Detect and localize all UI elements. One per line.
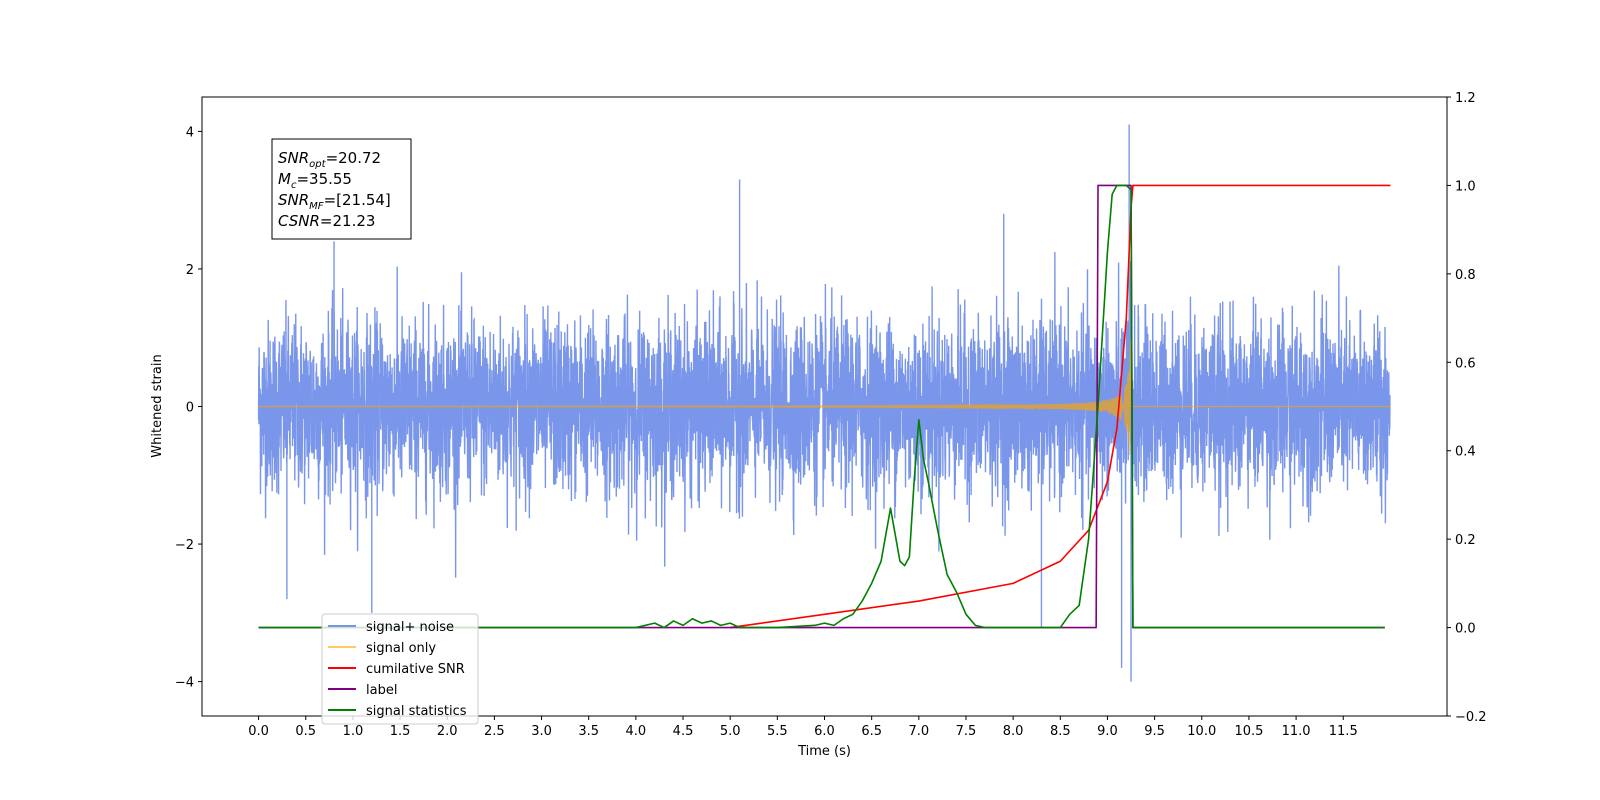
x-tick-label: 11.5 bbox=[1329, 724, 1358, 739]
y-right-tick-label: 0.2 bbox=[1455, 533, 1476, 548]
y-right-tick-label: 0.0 bbox=[1455, 622, 1476, 637]
annotation-base: CSNR bbox=[278, 212, 320, 230]
x-tick-label: 4.5 bbox=[673, 724, 694, 739]
legend-frame bbox=[321, 613, 479, 725]
legend-layer: signal+ noise signal only cumilative SNR la… bbox=[321, 613, 479, 725]
annotation-line: CSNR=21.23 bbox=[278, 212, 375, 230]
series-layer bbox=[257, 124, 1391, 682]
annotation-value: =[21.54] bbox=[324, 191, 391, 209]
x-tick-label: 8.5 bbox=[1050, 724, 1071, 739]
annotation-value: =20.72 bbox=[326, 149, 382, 167]
y-left-tick-label: −4 bbox=[175, 676, 194, 691]
series-signal-noise-line bbox=[257, 124, 1391, 682]
annotation-line: SNRopt=20.72 bbox=[278, 149, 381, 170]
x-tick-label: 6.0 bbox=[814, 724, 835, 739]
y-left-tick-label: 4 bbox=[186, 125, 194, 140]
annotation-line: SNRMF=[21.54] bbox=[278, 191, 391, 212]
annotation-base: M bbox=[278, 170, 291, 188]
x-tick-label: 1.0 bbox=[343, 724, 364, 739]
y-right-tick-label: 0.4 bbox=[1455, 445, 1476, 460]
legend-label: label bbox=[366, 683, 397, 698]
x-tick-label: 7.0 bbox=[908, 724, 929, 739]
y-right-tick-label: 1.0 bbox=[1455, 179, 1476, 194]
x-tick-label: 4.0 bbox=[626, 724, 647, 739]
x-tick-label: 5.0 bbox=[720, 724, 741, 739]
plot-area bbox=[257, 124, 1391, 682]
x-tick-label: 10.5 bbox=[1234, 724, 1263, 739]
legend-label: signal only bbox=[366, 641, 436, 656]
series-signal-statistics-line bbox=[258, 184, 1385, 629]
x-tick-label: 3.0 bbox=[531, 724, 552, 739]
annotation-subscript: opt bbox=[309, 159, 326, 170]
y-right-tick-label: 0.8 bbox=[1455, 268, 1476, 283]
series-signal-only-line bbox=[258, 341, 1390, 456]
x-tick-label: 3.5 bbox=[578, 724, 599, 739]
x-tick-label: 5.5 bbox=[767, 724, 788, 739]
y-right-tick-label: 0.6 bbox=[1455, 356, 1476, 371]
annotation-line: Mc=35.55 bbox=[278, 170, 352, 191]
legend-label: signal+ noise bbox=[366, 620, 454, 635]
annotation-base: SNR bbox=[278, 149, 309, 167]
legend-label: signal statistics bbox=[366, 704, 467, 719]
x-tick-label: 0.5 bbox=[295, 724, 316, 739]
x-tick-label: 0.0 bbox=[248, 724, 269, 739]
legend-label: cumilative SNR bbox=[366, 662, 465, 677]
x-tick-label: 9.5 bbox=[1144, 724, 1165, 739]
annotation-value: =35.55 bbox=[296, 170, 352, 188]
x-tick-label: 1.5 bbox=[390, 724, 411, 739]
y-left-tick-label: 0 bbox=[186, 401, 194, 416]
x-tick-label: 10.0 bbox=[1187, 724, 1216, 739]
annotation-frame bbox=[271, 138, 412, 240]
x-tick-label: 8.0 bbox=[1003, 724, 1024, 739]
x-tick-label: 2.0 bbox=[437, 724, 458, 739]
text-layer: 0.0 0.5 1.0 1.5 2.0 2.5 3.0 3.5 4.0 4.5 5.0 5.5 6.0 6… bbox=[150, 91, 1487, 759]
annotation-subscript: MF bbox=[309, 201, 324, 212]
x-tick-label: 11.0 bbox=[1282, 724, 1311, 739]
y-axis-title: Whitened strain bbox=[150, 354, 165, 457]
y-right-tick-label: −0.2 bbox=[1455, 710, 1487, 725]
x-axis-title: Time (s) bbox=[797, 744, 851, 759]
x-tick-label: 9.0 bbox=[1097, 724, 1118, 739]
x-tick-label: 2.5 bbox=[484, 724, 505, 739]
x-tick-label: 7.5 bbox=[956, 724, 977, 739]
axes-layer bbox=[198, 96, 1451, 720]
y-left-tick-label: −2 bbox=[175, 538, 194, 553]
legend: signal+ noise signal only cumilative SNR la… bbox=[321, 613, 479, 725]
x-tick-label: 6.5 bbox=[861, 724, 882, 739]
y-right-tick-label: 1.2 bbox=[1455, 91, 1476, 106]
y-left-tick-label: 2 bbox=[186, 263, 194, 278]
annotation-value: =21.23 bbox=[320, 212, 376, 230]
annotation-base: SNR bbox=[278, 191, 309, 209]
stats-annotation-box: SNRopt=20.72Mc=35.55SNRMF=[21.54]CSNR=21… bbox=[271, 138, 412, 240]
annotation-subscript: c bbox=[291, 180, 297, 191]
